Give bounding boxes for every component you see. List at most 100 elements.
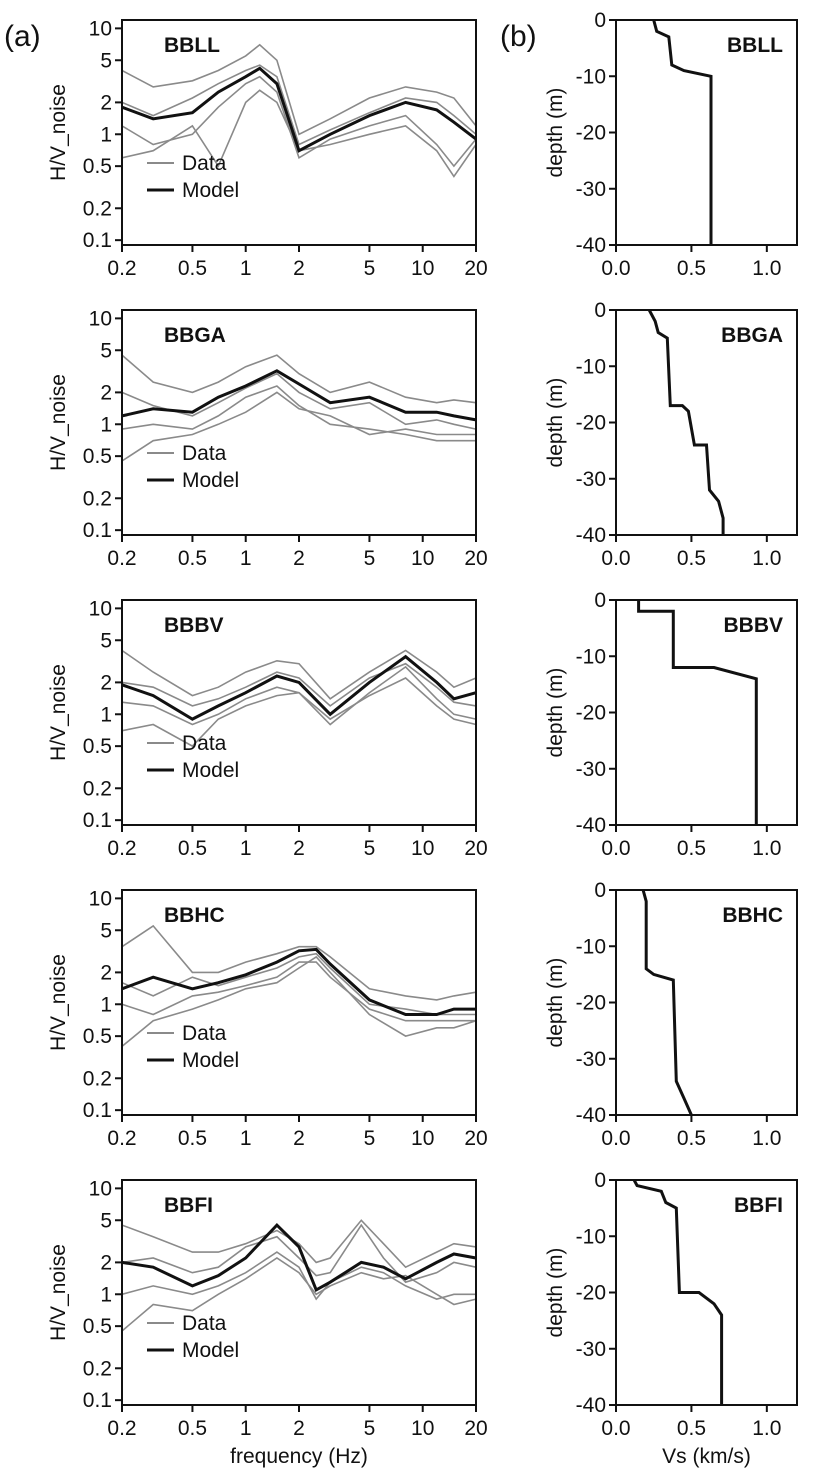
y-tick-label: 0.1 xyxy=(83,1389,112,1412)
y-tick-label: -10 xyxy=(576,355,606,378)
y-axis-label: depth (m) xyxy=(544,378,567,468)
y-axis-label: H/V_noise xyxy=(47,374,70,471)
y-tick-label: 0 xyxy=(594,589,606,612)
x-tick-label: 0.0 xyxy=(601,837,630,860)
y-tick-label: 0.5 xyxy=(83,1315,112,1338)
y-tick-label: 0.5 xyxy=(83,155,112,178)
y-tick-label: 0.2 xyxy=(83,197,112,220)
station-label: BBLL xyxy=(727,34,783,57)
y-tick-label: -40 xyxy=(576,1104,606,1127)
vs-profile-line xyxy=(641,889,693,1116)
data-series-line xyxy=(121,385,476,442)
y-tick-label: -20 xyxy=(576,1282,606,1305)
x-tick-label: 0.2 xyxy=(107,837,136,860)
x-tick-label: 0.5 xyxy=(178,257,207,280)
y-tick-label: 5 xyxy=(100,919,112,942)
y-tick-label: 2 xyxy=(100,1251,112,1274)
y-tick-label: -40 xyxy=(576,524,606,547)
vs-profile-line xyxy=(647,309,725,535)
x-tick-label: 0.5 xyxy=(178,1417,207,1440)
model-series-line xyxy=(121,947,476,1016)
x-tick-label: 0.2 xyxy=(107,1127,136,1150)
y-tick-label: -20 xyxy=(576,412,606,435)
data-series-line xyxy=(121,1257,477,1332)
y-tick-label: 10 xyxy=(89,17,112,40)
x-axis-label: Vs (km/s) xyxy=(662,1445,751,1468)
x-tick-label: 1 xyxy=(240,547,252,570)
y-tick-label: -30 xyxy=(576,468,606,491)
y-tick-label: 0.1 xyxy=(83,1099,112,1122)
y-tick-label: 0.2 xyxy=(83,1067,112,1090)
y-axis-label: depth (m) xyxy=(544,1248,567,1338)
y-tick-label: 1 xyxy=(100,703,112,726)
y-tick-label: 1 xyxy=(100,993,112,1016)
x-tick-label: 20 xyxy=(464,837,487,860)
x-tick-label: 5 xyxy=(364,837,376,860)
vs-profile-line xyxy=(632,1179,724,1405)
data-series-line xyxy=(121,354,477,404)
x-tick-label: 1.0 xyxy=(752,837,781,860)
y-tick-label: -10 xyxy=(576,935,606,958)
station-label: BBBV xyxy=(723,614,783,637)
x-tick-label: 0.5 xyxy=(178,837,207,860)
x-tick-label: 1.0 xyxy=(752,257,781,280)
x-tick-label: 1 xyxy=(240,837,252,860)
x-tick-label: 0.5 xyxy=(677,837,706,860)
y-tick-label: 2 xyxy=(100,381,112,404)
x-tick-label: 2 xyxy=(293,257,305,280)
vs-chart-bbfi: 0.0 0.5 1.0 0 -10 -20 -30 -40 depth (m) BBFI Vs (k… xyxy=(544,1169,798,1468)
legend-data-label: Data xyxy=(182,732,227,755)
y-tick-label: 10 xyxy=(89,307,112,330)
y-tick-label: 0 xyxy=(594,299,606,322)
y-tick-label: 0.1 xyxy=(83,519,112,542)
y-tick-label: 10 xyxy=(89,887,112,910)
x-tick-label: 5 xyxy=(364,1417,376,1440)
x-tick-label: 10 xyxy=(411,547,434,570)
station-label: BBGA xyxy=(721,324,783,347)
vs-chart-bbbv: 0.0 0.5 1.0 0 -10 -20 -30 -40 depth (m) BBBV xyxy=(544,589,798,860)
x-tick-label: 10 xyxy=(411,1127,434,1150)
y-tick-label: -20 xyxy=(576,702,606,725)
station-label: BBGA xyxy=(164,324,226,347)
y-tick-label: 0.2 xyxy=(83,777,112,800)
legend-data-label: Data xyxy=(182,152,227,175)
data-series-line xyxy=(121,662,477,707)
y-axis-label: depth (m) xyxy=(544,668,567,758)
y-tick-label: 1 xyxy=(100,1283,112,1306)
x-tick-label: 0.5 xyxy=(677,547,706,570)
y-tick-label: -30 xyxy=(576,1338,606,1361)
data-series-line xyxy=(121,677,477,748)
hv-chart-bbbv: 0.2 0.5 1 2 5 10 20 0.1 0.2 0.5 1 2 5 10 H/V_noise BBBV… xyxy=(47,597,488,860)
legend-data-label: Data xyxy=(182,442,227,465)
model-series-line xyxy=(121,369,477,422)
legend-model-label: Model xyxy=(182,469,239,492)
data-series-line xyxy=(121,372,477,430)
x-tick-label: 10 xyxy=(411,257,434,280)
x-tick-label: 0.0 xyxy=(601,1127,630,1150)
data-series-line xyxy=(121,1219,477,1269)
vs-profile-line xyxy=(637,600,758,825)
x-tick-label: 20 xyxy=(464,547,487,570)
y-tick-label: -30 xyxy=(576,178,606,201)
y-tick-label: -40 xyxy=(576,814,606,837)
y-tick-label: 10 xyxy=(89,597,112,620)
y-axis-label: H/V_noise xyxy=(47,954,70,1051)
x-tick-label: 1.0 xyxy=(752,1417,781,1440)
y-axis-label: H/V_noise xyxy=(47,84,70,181)
data-series-line xyxy=(121,64,477,146)
x-tick-label: 1 xyxy=(240,257,252,280)
x-tick-label: 0.0 xyxy=(601,257,630,280)
hv-chart-bbhc: 0.2 0.5 1 2 5 10 20 0.1 0.2 0.5 1 2 5 10 H/V_noise BBHC… xyxy=(47,887,488,1150)
y-axis-label: H/V_noise xyxy=(47,664,70,761)
y-tick-label: 5 xyxy=(100,1209,112,1232)
y-tick-label: 2 xyxy=(100,91,112,114)
y-tick-label: 0.1 xyxy=(83,229,112,252)
vs-chart-bbhc: 0.0 0.5 1.0 0 -10 -20 -30 -40 depth (m) BBHC xyxy=(544,879,798,1150)
y-tick-label: -10 xyxy=(576,645,606,668)
station-label: BBLL xyxy=(164,34,220,57)
legend-data-label: Data xyxy=(182,1312,227,1335)
x-tick-label: 10 xyxy=(411,837,434,860)
x-tick-label: 1 xyxy=(240,1417,252,1440)
y-tick-label: 0.5 xyxy=(83,1025,112,1048)
